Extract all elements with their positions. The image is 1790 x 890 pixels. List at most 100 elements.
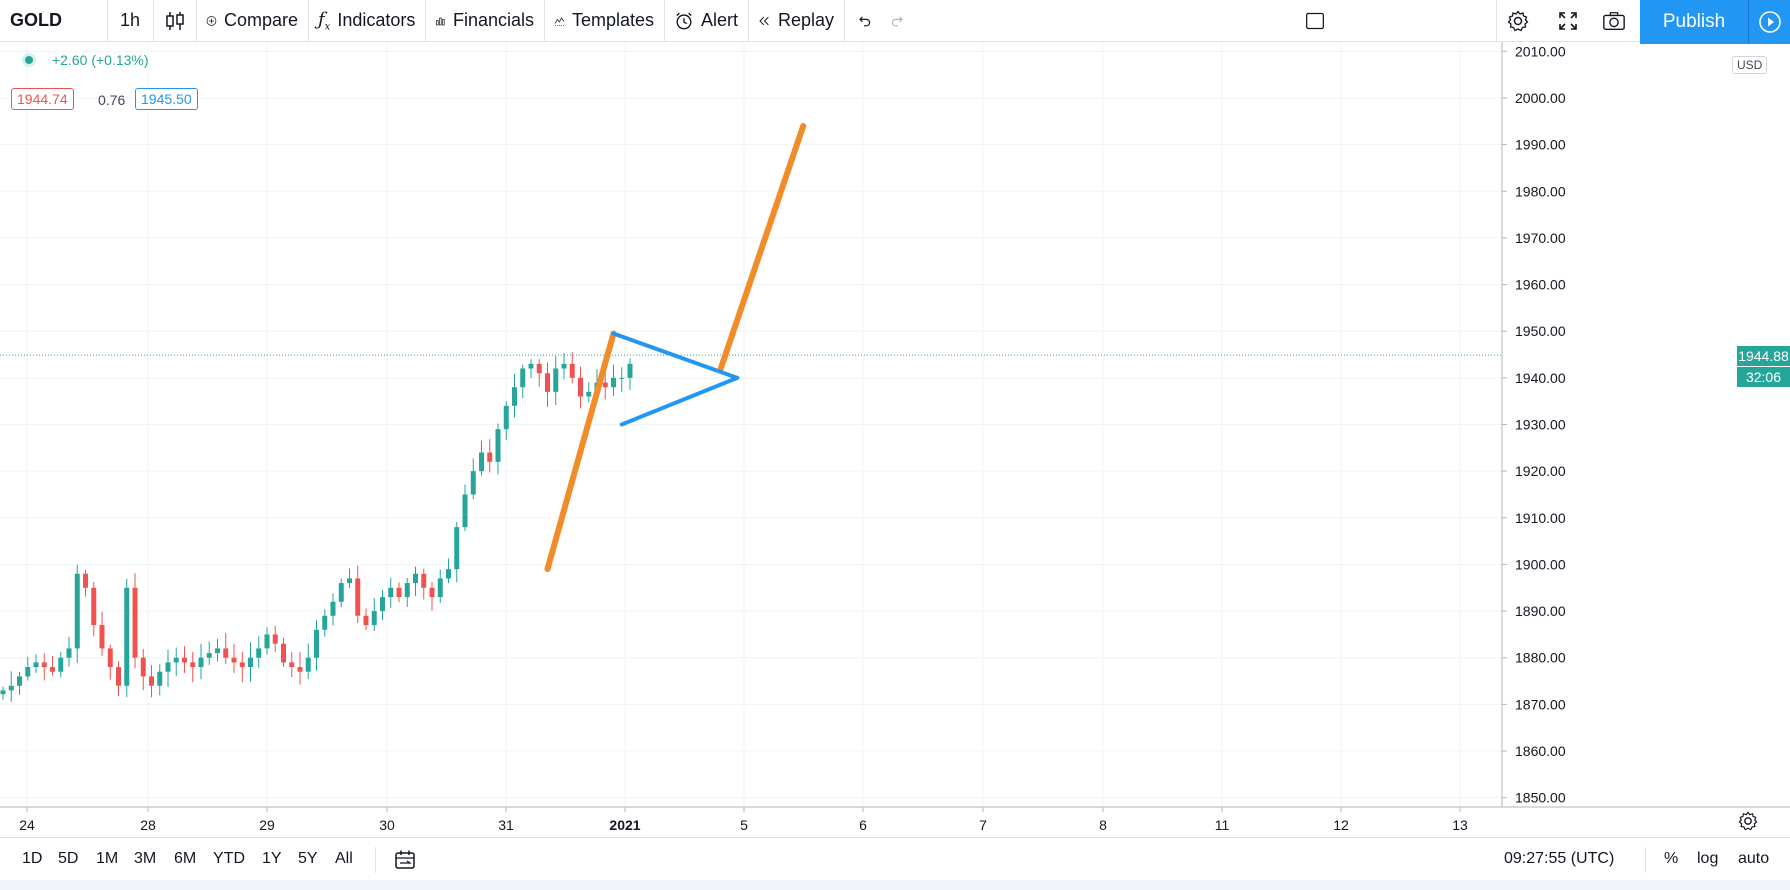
range-1d[interactable]: 1D <box>22 850 43 867</box>
price-tick-label: 1880.00 <box>1515 650 1566 666</box>
alert-button[interactable]: Alert <box>664 0 748 41</box>
publish-button[interactable]: Publish <box>1640 0 1748 44</box>
candle-body <box>347 578 352 584</box>
candle-body <box>157 671 163 686</box>
price-change: +2.60 (+0.13%) <box>52 52 149 68</box>
interval-label: 1h <box>119 10 141 30</box>
currency-text: USD <box>1737 58 1763 72</box>
pennant-upper-line[interactable] <box>611 331 740 380</box>
redo-icon <box>891 16 903 26</box>
snapshot-button[interactable] <box>1592 0 1636 41</box>
pennant-lower-line[interactable] <box>619 375 740 427</box>
time-axis[interactable]: 24 28 29 30 31 2021 5 6 7 8 11 12 13 <box>19 807 1468 833</box>
chart-area[interactable]: 2010.00 2000.00 1990.00 1980.00 1970.00 1960.… <box>0 42 1790 838</box>
candle-body <box>512 387 517 406</box>
candle-body <box>91 587 97 626</box>
time-tick-label: 6 <box>859 817 867 833</box>
time-tick-label: 7 <box>979 817 987 833</box>
flag-pole-line[interactable] <box>544 330 617 573</box>
candle-body <box>124 587 130 686</box>
camera-icon <box>1603 11 1625 30</box>
layout-button[interactable] <box>1295 0 1335 41</box>
candles-icon <box>165 11 184 30</box>
candle-body <box>495 429 501 462</box>
candle-body <box>470 471 476 495</box>
utc-clock[interactable]: 09:27:55 (UTC) <box>1504 850 1615 867</box>
candle-body <box>33 662 39 668</box>
price-tick-label: 1940.00 <box>1515 370 1566 386</box>
legend-change-row: +2.60 (+0.13%) <box>22 52 149 68</box>
candle-body <box>190 662 196 668</box>
redo-button[interactable] <box>880 0 916 41</box>
price-tick-label: 1990.00 <box>1515 137 1566 153</box>
candle-body <box>50 667 55 672</box>
candle-body <box>248 657 253 668</box>
range-5d[interactable]: 5D <box>58 850 79 867</box>
price-tick-label: 1870.00 <box>1515 696 1566 712</box>
buy-price-button[interactable]: 1945.50 <box>135 88 198 110</box>
drawings[interactable] <box>544 122 807 573</box>
candle-body <box>272 634 278 644</box>
price-tick-label: 1960.00 <box>1515 277 1566 293</box>
undo-icon <box>859 16 871 26</box>
candle-body <box>83 573 88 588</box>
price-tick-label: 1950.00 <box>1515 323 1566 339</box>
ask-price: 1945.50 <box>141 91 192 107</box>
replay-button[interactable]: Replay <box>748 0 844 41</box>
price-tick-label: 1900.00 <box>1515 556 1566 572</box>
candle-body <box>149 676 154 686</box>
undo-button[interactable] <box>846 0 882 41</box>
axis-settings-button[interactable] <box>1738 811 1758 836</box>
symbol-search[interactable]: GOLD <box>0 0 107 41</box>
range-3m[interactable]: 3M <box>134 850 157 867</box>
range-5y[interactable]: 5Y <box>298 850 318 867</box>
compare-button[interactable]: Compare <box>196 0 308 41</box>
candle-body <box>215 648 220 654</box>
range-all[interactable]: All <box>335 850 353 867</box>
candle-body <box>536 363 542 374</box>
candle-body <box>413 573 418 584</box>
candle-body <box>132 587 138 658</box>
candle-body <box>528 363 534 369</box>
auto-toggle[interactable]: auto <box>1738 850 1770 867</box>
target-projection-line[interactable] <box>717 122 807 372</box>
financials-button[interactable]: Financials <box>425 0 544 41</box>
range-1m[interactable]: 1M <box>96 850 119 867</box>
square-icon <box>1306 12 1324 29</box>
price-axis[interactable]: 2010.00 2000.00 1990.00 1980.00 1970.00 1960.… <box>1502 43 1566 806</box>
price-tick-label: 1930.00 <box>1515 417 1566 433</box>
templates-button[interactable]: Templates <box>544 0 664 41</box>
candle-body <box>239 662 245 668</box>
sell-price-button[interactable]: 1944.74 <box>11 88 74 110</box>
candle-body <box>569 363 575 378</box>
range-1y[interactable]: 1Y <box>262 850 282 867</box>
fx-icon: ƒx <box>318 8 331 33</box>
range-6m[interactable]: 6M <box>174 850 197 867</box>
candle-body <box>264 634 270 649</box>
date-range-button[interactable] <box>394 849 416 876</box>
candle-body <box>322 615 328 630</box>
fullscreen-button[interactable] <box>1546 0 1590 41</box>
time-tick-label: 2021 <box>609 817 640 833</box>
candle-body <box>561 363 567 369</box>
symbol-label: GOLD <box>10 10 62 30</box>
percent-toggle[interactable]: % <box>1664 850 1679 867</box>
chart-type-button[interactable] <box>153 0 196 41</box>
replay-label: Replay <box>777 10 834 30</box>
bar-countdown-label: 32:06 <box>1737 367 1790 387</box>
candles <box>0 352 633 702</box>
currency-label[interactable]: USD <box>1732 56 1768 74</box>
interval-button[interactable]: 1h <box>107 0 153 41</box>
time-tick-label: 30 <box>379 817 395 833</box>
range-ytd[interactable]: YTD <box>213 850 245 867</box>
indicators-button[interactable]: ƒx Indicators <box>308 0 425 41</box>
price-tick-label: 1920.00 <box>1515 463 1566 479</box>
log-toggle[interactable]: log <box>1697 850 1719 867</box>
price-tick-label: 1970.00 <box>1515 230 1566 246</box>
publish-label: Publish <box>1662 11 1726 32</box>
settings-button[interactable] <box>1496 0 1540 41</box>
publish-options-button[interactable] <box>1748 0 1790 44</box>
candle-body <box>173 657 179 663</box>
bar-chart-icon <box>436 17 445 25</box>
status-dot-icon <box>22 53 36 67</box>
